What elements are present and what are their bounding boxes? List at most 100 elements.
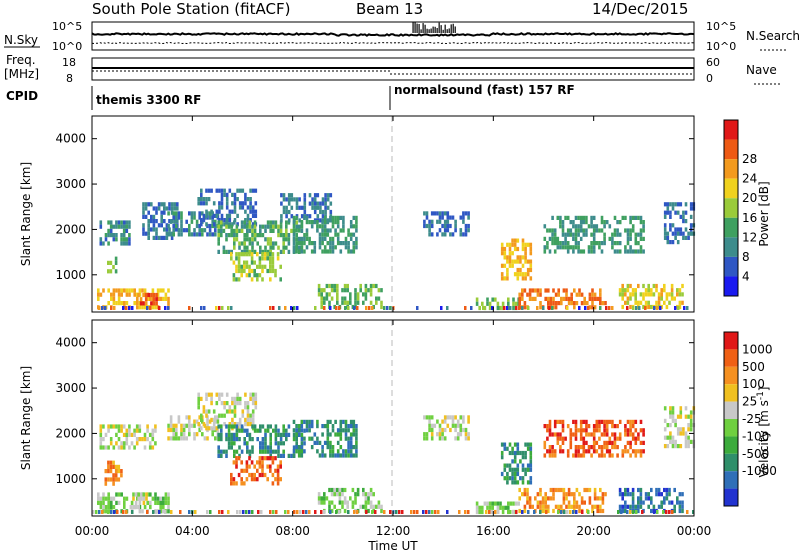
echo-cell	[295, 437, 298, 442]
echo-cell	[657, 487, 661, 493]
echo-cell	[639, 292, 643, 297]
echo-cell	[334, 228, 337, 233]
echo-cell	[320, 288, 323, 293]
echo-cell	[200, 192, 203, 197]
echo-cell	[329, 245, 332, 250]
echo-cell	[583, 296, 586, 301]
echo-cell	[351, 304, 355, 310]
ground-scatter-cell	[539, 510, 542, 514]
echo-cell	[99, 424, 103, 429]
echo-cell	[618, 241, 622, 246]
echo-cell	[323, 224, 327, 229]
echo-cell	[513, 238, 517, 243]
echo-cell	[577, 249, 580, 254]
echo-cell	[308, 214, 312, 219]
echo-cell	[303, 249, 306, 254]
echo-cell	[539, 487, 542, 493]
echo-cell	[629, 236, 632, 241]
echo-cell	[99, 241, 103, 246]
echo-cell	[264, 228, 267, 233]
echo-cell	[650, 288, 653, 293]
echo-cell	[117, 224, 121, 229]
echo-cell	[114, 269, 118, 274]
echo-cell	[621, 453, 625, 458]
ground-scatter-cell	[665, 510, 668, 514]
power-colorbar-tick: 20	[742, 191, 757, 205]
echo-cell	[115, 237, 118, 242]
echo-cell	[547, 288, 550, 293]
echo-cell	[227, 437, 231, 442]
echo-cell	[114, 256, 118, 261]
echo-cell	[190, 423, 194, 428]
echo-cell	[230, 252, 233, 257]
echo-cell	[475, 297, 479, 302]
ground-scatter-cell	[329, 510, 332, 514]
echo-cell	[529, 251, 533, 256]
echo-cell	[323, 440, 327, 445]
ground-scatter-cell	[221, 306, 224, 310]
echo-cell	[282, 428, 285, 433]
echo-cell	[687, 414, 690, 419]
echo-cell	[364, 496, 368, 501]
echo-cell	[154, 428, 157, 433]
ground-scatter-cell	[155, 510, 158, 514]
echo-cell	[316, 193, 320, 198]
echo-cell	[313, 432, 317, 437]
echo-cell	[125, 441, 129, 446]
echo-cell	[292, 249, 296, 254]
ground-scatter-cell	[557, 510, 560, 514]
echo-cell	[642, 440, 645, 445]
ground-scatter-cell	[416, 510, 419, 514]
echo-cell	[107, 269, 110, 274]
echo-cell	[295, 445, 298, 450]
echo-cell	[611, 453, 614, 458]
echo-cell	[689, 202, 693, 207]
echo-cell	[481, 505, 484, 510]
echo-cell	[355, 224, 358, 229]
echo-cell	[369, 288, 373, 293]
ground-scatter-cell	[398, 510, 401, 514]
echo-cell	[285, 224, 288, 229]
echo-cell	[235, 268, 238, 274]
echo-cell	[292, 445, 296, 450]
echo-cell	[562, 492, 566, 497]
echo-cell	[132, 496, 135, 501]
echo-cell	[295, 197, 299, 202]
echo-cell	[321, 228, 324, 233]
echo-cell	[240, 468, 243, 473]
echo-cell	[318, 224, 322, 229]
echo-cell	[590, 232, 593, 237]
echo-cell	[208, 211, 212, 216]
echo-cell	[313, 241, 317, 246]
echo-cell	[323, 496, 326, 501]
echo-cell	[188, 232, 191, 237]
freq-label-2: [MHz]	[4, 67, 39, 81]
echo-cell	[107, 228, 110, 233]
echo-cell	[254, 201, 258, 206]
echo-cell	[674, 418, 677, 423]
echo-cell	[135, 424, 139, 429]
echo-cell	[508, 246, 512, 252]
echo-cell	[506, 255, 509, 260]
ground-scatter-cell	[206, 510, 209, 514]
echo-cell	[259, 224, 262, 229]
echo-cell	[671, 410, 675, 415]
echo-cell	[637, 249, 640, 254]
echo-cell	[524, 246, 527, 252]
echo-cell	[598, 241, 601, 246]
echo-cell	[355, 220, 358, 225]
echo-cell	[282, 205, 286, 210]
ground-scatter-cell	[578, 306, 581, 310]
echo-cell	[264, 428, 267, 433]
echo-cell	[164, 292, 168, 297]
echo-cell	[256, 233, 259, 238]
echo-cell	[349, 453, 353, 458]
echo-cell	[198, 211, 201, 216]
echo-cell	[228, 213, 232, 218]
echo-cell	[603, 428, 606, 433]
echo-cell	[151, 432, 155, 437]
echo-cell	[634, 449, 638, 454]
echo-cell	[574, 436, 578, 441]
echo-cell	[227, 432, 231, 437]
echo-cell	[313, 249, 317, 254]
